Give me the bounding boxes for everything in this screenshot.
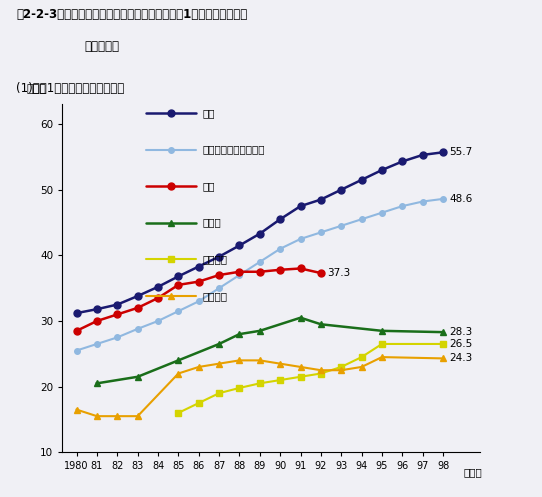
Text: 26.5: 26.5 bbox=[449, 339, 473, 349]
Text: ドイツ: ドイツ bbox=[202, 218, 221, 228]
Text: （年）: （年） bbox=[463, 467, 482, 477]
Text: 日本: 日本 bbox=[202, 108, 215, 118]
Text: 37.3: 37.3 bbox=[327, 268, 350, 278]
Text: イギリス: イギリス bbox=[202, 291, 227, 301]
Text: フランス: フランス bbox=[202, 254, 227, 264]
Text: 28.3: 28.3 bbox=[449, 327, 473, 337]
Text: 48.6: 48.6 bbox=[449, 194, 473, 204]
Text: (1)人口1万人当たりの研究者数: (1)人口1万人当たりの研究者数 bbox=[16, 82, 125, 94]
Text: 米国: 米国 bbox=[202, 181, 215, 191]
Text: 刄2-2-3図　主要国における人口及び労働力人口1万人当たりの研究: 刄2-2-3図 主要国における人口及び労働力人口1万人当たりの研究 bbox=[16, 8, 248, 21]
Text: 55.7: 55.7 bbox=[449, 147, 473, 157]
Text: （人）: （人） bbox=[27, 84, 47, 94]
Text: 日本（自然科学のみ）: 日本（自然科学のみ） bbox=[202, 145, 264, 155]
Text: 24.3: 24.3 bbox=[449, 353, 473, 363]
Text: 者数の推移: 者数の推移 bbox=[84, 40, 119, 53]
